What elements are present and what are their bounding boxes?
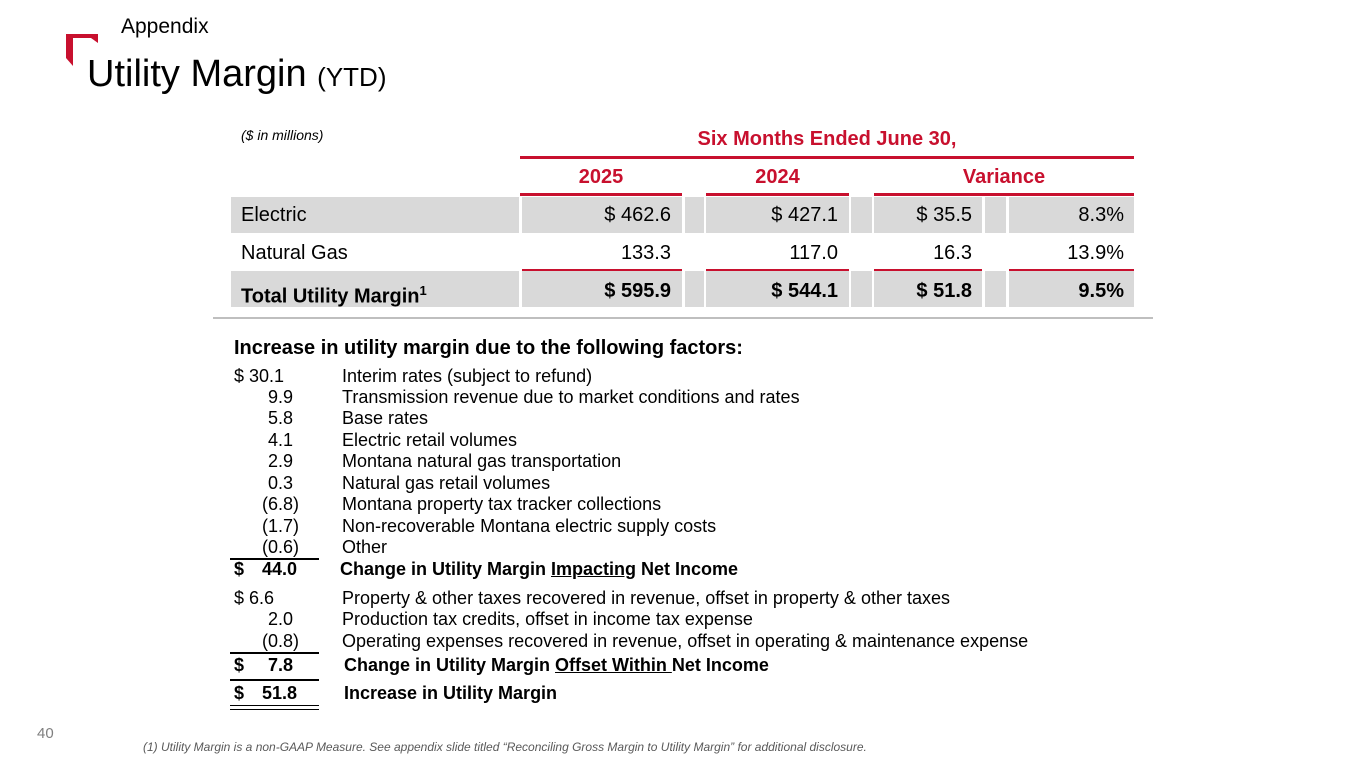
total-currency: $ xyxy=(234,683,245,703)
factors-heading: Increase in utility margin due to the fo… xyxy=(234,337,743,359)
double-rule-top xyxy=(230,705,319,706)
variance-amount: 16.3 xyxy=(933,242,972,264)
factor-desc: Montana property tax tracker collections xyxy=(342,494,662,514)
factor-desc: Base rates xyxy=(342,408,429,428)
brand-corner-logo-icon xyxy=(66,34,98,66)
subtotal-label: Change in Utility Margin Offset Within N… xyxy=(344,655,769,675)
value-2025: 133.3 xyxy=(620,242,671,264)
value-2024: 117.0 xyxy=(789,242,838,264)
factor-amount: 2.9 xyxy=(268,451,294,471)
factor-amount: $ 6.6 xyxy=(234,588,275,608)
value-2025: $ 462.6 xyxy=(604,204,671,226)
col-underline-2025 xyxy=(520,193,682,196)
variance-amount: $ 35.5 xyxy=(916,204,972,226)
page-title: Utility Margin (YTD) xyxy=(87,52,387,99)
factor-desc: Montana natural gas transportation xyxy=(342,451,622,471)
factor-amount: (0.6) xyxy=(262,537,300,557)
col-underline-2024 xyxy=(706,193,849,196)
col-underline-variance xyxy=(874,193,1134,196)
variance-percent: 13.9% xyxy=(1067,242,1124,264)
variance-amount: $ 51.8 xyxy=(916,280,972,302)
total-amount: 51.8 xyxy=(262,683,298,703)
double-rule-bottom xyxy=(230,709,319,710)
period-header: Six Months Ended June 30, xyxy=(697,128,957,150)
subtotal-amount: 7.8 xyxy=(268,655,294,675)
subtotal-currency: $ xyxy=(234,655,245,675)
factor-amount: (1.7) xyxy=(262,516,300,536)
factor-amount: (0.8) xyxy=(262,631,300,651)
factor-desc: Other xyxy=(342,537,388,557)
factor-amount: 9.9 xyxy=(268,387,294,407)
factor-desc: Operating expenses recovered in revenue,… xyxy=(342,631,1029,651)
col-header-variance: Variance xyxy=(962,166,1046,188)
page-number: 40 xyxy=(37,725,54,742)
section-label: Appendix xyxy=(121,15,209,38)
footnote: (1) Utility Margin is a non-GAAP Measure… xyxy=(143,740,867,754)
factor-desc: Transmission revenue due to market condi… xyxy=(342,387,800,407)
variance-percent: 9.5% xyxy=(1078,280,1124,302)
factor-desc: Production tax credits, offset in income… xyxy=(342,609,753,629)
factor-amount: $ 30.1 xyxy=(234,366,285,386)
factor-amount: (6.8) xyxy=(262,494,300,514)
factor-amount: 5.8 xyxy=(268,408,294,428)
factor-desc: Interim rates (subject to refund) xyxy=(342,366,593,386)
factor-amount: 2.0 xyxy=(268,609,294,629)
row-label: Electric xyxy=(241,204,307,226)
subtotal-amount: 44.0 xyxy=(262,559,298,579)
footnote-marker: 1 xyxy=(419,283,427,298)
col-header-2024: 2024 xyxy=(755,166,800,188)
value-2024: $ 544.1 xyxy=(771,280,838,302)
units-note: ($ in millions) xyxy=(241,127,324,143)
factor-desc: Electric retail volumes xyxy=(342,430,518,450)
factor-amount: 0.3 xyxy=(268,473,294,493)
factor-amount: 4.1 xyxy=(268,430,294,450)
variance-percent: 8.3% xyxy=(1078,204,1124,226)
value-2024: $ 427.1 xyxy=(771,204,838,226)
subtotal-rule xyxy=(230,558,319,560)
value-2025: $ 595.9 xyxy=(604,280,671,302)
factor-desc: Non-recoverable Montana electric supply … xyxy=(342,516,717,536)
subtotal-label: Change in Utility Margin Impacting Net I… xyxy=(340,559,739,579)
row-label: Total Utility Margin1 xyxy=(241,283,427,308)
factor-desc: Property & other taxes recovered in reve… xyxy=(342,588,950,608)
col-header-2025: 2025 xyxy=(578,166,624,188)
total-label: Increase in Utility Margin xyxy=(344,683,558,703)
period-underline xyxy=(520,156,1134,159)
row-label: Natural Gas xyxy=(241,242,348,264)
total-rule xyxy=(230,679,319,681)
subtotal-rule xyxy=(230,652,319,654)
title-suffix: (YTD) xyxy=(317,62,387,92)
subtotal-currency: $ xyxy=(234,559,245,579)
factor-desc: Natural gas retail volumes xyxy=(342,473,551,493)
section-divider xyxy=(213,317,1153,319)
title-main: Utility Margin xyxy=(87,53,307,95)
